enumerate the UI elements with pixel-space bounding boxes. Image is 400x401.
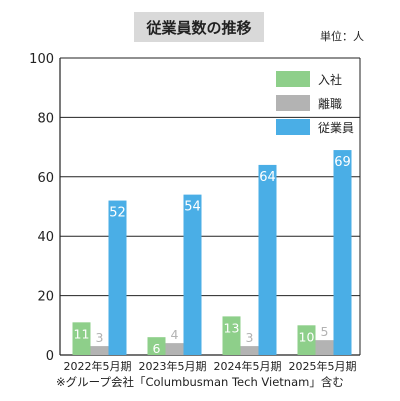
data-label: 11	[74, 326, 90, 341]
legend-label: 従業員	[318, 121, 354, 135]
data-label: 52	[109, 206, 126, 221]
bar	[333, 150, 352, 355]
bar	[297, 325, 316, 355]
y-tick-label: 40	[37, 230, 54, 245]
bar	[90, 346, 109, 355]
data-label: 4	[171, 327, 179, 342]
data-label: 5	[321, 324, 329, 339]
data-label: 10	[299, 329, 315, 344]
legend-label: 入社	[318, 72, 342, 87]
bar	[147, 337, 166, 355]
data-label: 54	[184, 200, 201, 215]
x-tick-label: 2025年5月期	[289, 359, 357, 373]
footnote: ※グループ会社「Columbusman Tech Vietnam」含む	[56, 375, 344, 389]
legend-swatch	[276, 95, 310, 111]
y-tick-label: 80	[37, 111, 54, 126]
data-label: 3	[96, 330, 104, 345]
data-label: 6	[153, 341, 161, 356]
chart-title: 従業員数の推移	[134, 12, 264, 42]
legend-swatch	[276, 71, 310, 87]
y-tick-label: 20	[37, 290, 54, 305]
unit-label: 単位：人	[320, 30, 364, 43]
bar	[222, 316, 241, 355]
bar	[183, 194, 202, 355]
bar	[108, 200, 127, 355]
legend-label: 離職	[318, 97, 342, 111]
data-label: 3	[246, 330, 254, 345]
bar	[240, 346, 259, 355]
data-label: 69	[334, 155, 351, 170]
legend-swatch	[276, 119, 310, 135]
x-tick-label: 2024年5月期	[214, 359, 282, 373]
bar	[315, 340, 334, 355]
y-tick-label: 100	[29, 52, 54, 67]
bar	[72, 322, 91, 355]
x-tick-label: 2023年5月期	[139, 359, 207, 373]
y-tick-label: 0	[46, 349, 54, 364]
data-label: 13	[224, 320, 240, 335]
bar	[165, 343, 184, 355]
data-label: 64	[259, 170, 276, 185]
y-tick-label: 60	[37, 171, 54, 186]
bar	[258, 164, 277, 355]
x-tick-label: 2022年5月期	[64, 359, 132, 373]
